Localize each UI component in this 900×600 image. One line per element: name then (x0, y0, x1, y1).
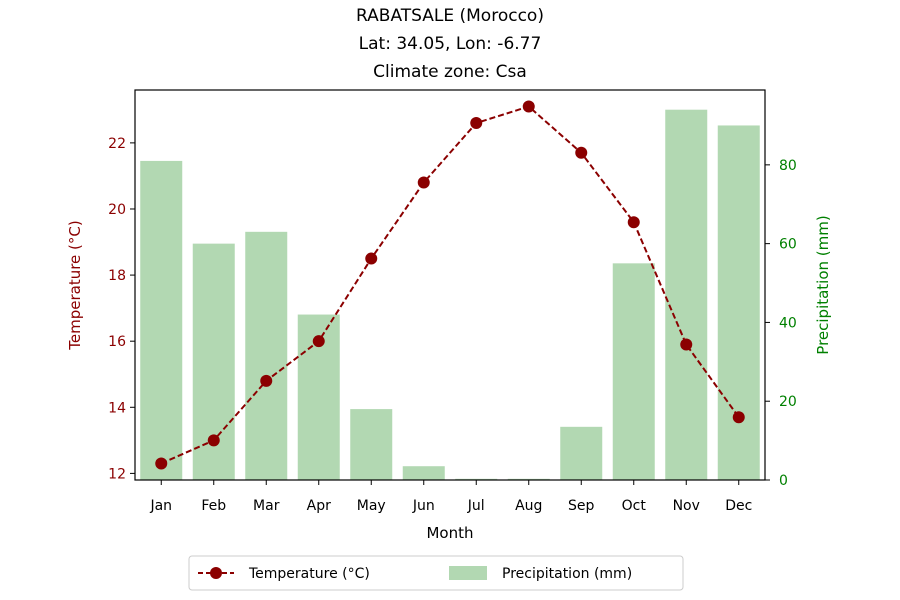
legend-precipitation-swatch (449, 566, 487, 580)
temperature-point-oct (627, 216, 640, 229)
precipitation-bars (140, 109, 760, 481)
x-tick-label: Feb (201, 498, 226, 514)
temperature-point-apr (312, 335, 325, 348)
title-line-1: RABATSALE (Morocco) (356, 6, 544, 26)
temperature-point-aug (522, 100, 535, 113)
temperature-point-feb (207, 434, 220, 447)
legend-temperature-marker (210, 567, 222, 579)
temperature-series-line (160, 105, 740, 465)
precipitation-bar-jan (140, 160, 183, 480)
x-tick-label: Sep (568, 498, 595, 514)
left-axis-label: Temperature (°C) (66, 220, 84, 350)
temperature-point-mar (260, 374, 273, 387)
precipitation-bar-may (350, 409, 393, 480)
temperature-point-sep (575, 146, 588, 159)
x-tick-label: Jan (149, 498, 172, 514)
left-y-tick-label: 20 (108, 202, 126, 218)
precipitation-bar-oct (612, 263, 655, 480)
x-tick-label: Aug (515, 498, 542, 514)
legend: Temperature (°C) Precipitation (mm) (188, 555, 684, 591)
x-tick-label: Jun (412, 498, 435, 514)
right-y-tick-label: 60 (779, 237, 797, 253)
legend-box (188, 555, 684, 591)
title-line-2: Lat: 34.05, Lon: -6.77 (359, 34, 542, 54)
precipitation-bar-mar (245, 231, 288, 480)
precipitation-bar-nov (665, 109, 708, 481)
legend-temperature-label: Temperature (°C) (248, 566, 370, 582)
left-y-tick-label: 22 (108, 136, 126, 152)
legend-precipitation-label: Precipitation (mm) (502, 566, 632, 582)
precipitation-bar-sep (560, 426, 603, 480)
x-axis: Jan Feb Mar Apr May Jun Jul Aug Sep Oct Nov Dec (149, 480, 752, 514)
right-y-tick-label: 0 (779, 473, 788, 489)
right-y-tick-label: 40 (779, 315, 797, 331)
left-y-tick-label: 12 (108, 466, 126, 482)
chart-title: RABATSALE (Morocco) Lat: 34.05, Lon: -6.… (356, 6, 544, 82)
temperature-point-dec (732, 411, 745, 424)
x-tick-label: Apr (307, 498, 331, 514)
precipitation-bar-jun (402, 466, 445, 480)
x-tick-label: Jul (467, 498, 485, 514)
x-tick-label: Dec (725, 498, 752, 514)
left-y-axis: 12 14 16 18 20 22 (108, 136, 135, 482)
right-y-tick-label: 20 (779, 394, 797, 410)
precipitation-bar-dec (717, 125, 760, 481)
right-y-axis: 0 20 40 60 80 (765, 158, 797, 489)
temperature-point-jun (417, 176, 430, 189)
right-y-tick-label: 80 (779, 158, 797, 174)
title-line-3: Climate zone: Csa (373, 62, 527, 82)
left-y-tick-label: 18 (108, 268, 126, 284)
x-tick-label: Nov (673, 498, 700, 514)
temperature-point-jan (155, 457, 168, 470)
left-y-tick-label: 14 (108, 400, 126, 416)
x-tick-label: Oct (622, 498, 647, 514)
temperature-point-may (365, 252, 378, 265)
x-axis-label: Month (426, 524, 473, 542)
x-tick-label: Mar (253, 498, 280, 514)
temperature-line (155, 100, 745, 470)
plot-frame (134, 89, 766, 481)
left-y-tick-label: 16 (108, 334, 126, 350)
temperature-point-nov (680, 338, 693, 351)
temperature-point-jul (470, 117, 483, 130)
right-axis-label: Precipitation (mm) (814, 215, 832, 354)
x-tick-label: May (357, 498, 386, 514)
